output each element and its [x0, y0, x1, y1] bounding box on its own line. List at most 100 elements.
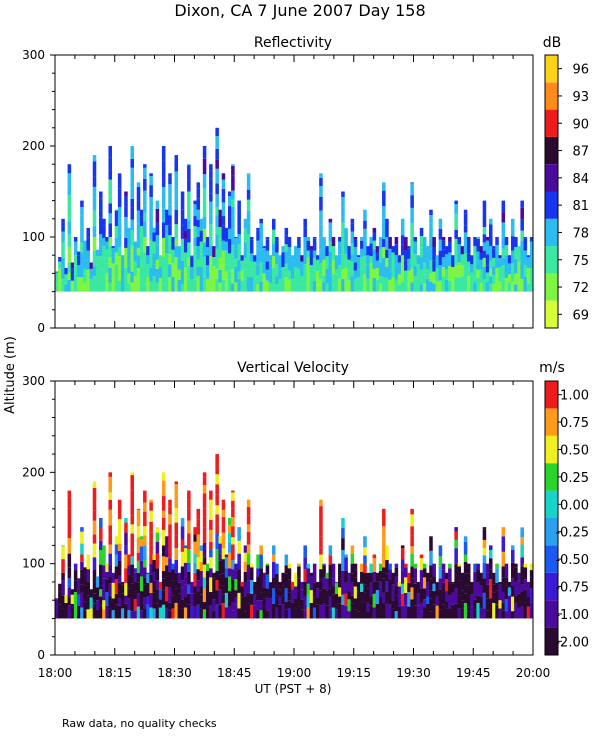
echo-cell — [510, 578, 515, 586]
echo-cell — [520, 278, 524, 292]
echo-cell — [482, 608, 487, 619]
echo-cell — [187, 180, 191, 192]
echo-cell — [221, 216, 226, 226]
echo-cell — [488, 218, 493, 225]
echo-cell — [297, 237, 301, 248]
echo-cell — [209, 490, 213, 500]
echo-cell — [92, 569, 97, 582]
echo-cell — [278, 596, 282, 605]
echo-cell — [388, 604, 392, 619]
echo-cell — [369, 582, 374, 597]
echo-cell — [237, 608, 241, 619]
echo-cell — [391, 584, 396, 601]
echo-cell — [183, 576, 188, 585]
echo-cell — [432, 237, 436, 248]
echo-cell — [202, 150, 207, 159]
echo-cell — [463, 561, 468, 574]
echo-cell — [454, 214, 458, 230]
echo-cell — [419, 269, 424, 285]
echo-cell — [165, 225, 169, 238]
echo-cell — [341, 207, 345, 223]
echo-cell — [463, 554, 468, 562]
echo-cell — [378, 596, 383, 608]
echo-cell — [105, 563, 109, 572]
echo-cell — [438, 545, 443, 557]
echo-cell — [155, 596, 160, 604]
echo-cell — [287, 279, 292, 292]
echo-cell — [168, 277, 172, 292]
echo-cell — [448, 568, 452, 582]
echo-cell — [426, 603, 430, 619]
echo-cell — [215, 206, 219, 216]
echo-cell — [187, 257, 191, 267]
echo-cell — [347, 576, 351, 592]
echo-cell — [124, 247, 128, 258]
echo-cell — [249, 269, 254, 278]
echo-cell — [77, 605, 81, 619]
echo-cell — [322, 565, 326, 578]
echo-cell — [394, 567, 399, 577]
echo-cell — [309, 277, 314, 292]
echo-cell — [243, 611, 248, 619]
echo-cell — [297, 284, 301, 292]
echo-cell — [334, 609, 339, 619]
echo-cell — [360, 583, 364, 592]
echo-cell — [114, 209, 119, 211]
echo-cell — [246, 564, 251, 581]
echo-cell — [463, 585, 468, 594]
echo-cell — [485, 272, 490, 283]
echo-cell — [121, 608, 125, 619]
echo-cell — [246, 173, 251, 175]
echo-cell — [479, 596, 484, 609]
echo-cell — [410, 183, 414, 196]
echo-cell — [457, 262, 462, 278]
echo-cell — [520, 263, 524, 279]
echo-cell — [510, 227, 515, 237]
echo-cell — [410, 182, 414, 184]
echo-cell — [95, 609, 100, 619]
echo-cell — [155, 532, 160, 542]
echo-cell — [190, 581, 194, 594]
echo-cell — [438, 556, 443, 567]
echo-cell — [199, 267, 204, 282]
echo-cell — [501, 200, 506, 213]
echo-cell — [224, 592, 229, 608]
echo-cell — [262, 273, 267, 281]
echo-cell — [331, 578, 336, 587]
echo-cell — [520, 557, 524, 567]
colorbar-label: -0.25 — [555, 526, 589, 541]
echo-cell — [287, 608, 292, 619]
echo-cell — [429, 281, 433, 292]
echo-cell — [350, 261, 355, 277]
echo-cell — [341, 247, 345, 258]
echo-cell — [297, 578, 301, 592]
echo-cell — [149, 281, 153, 292]
echo-cell — [190, 593, 194, 607]
echo-cell — [180, 587, 185, 600]
echo-cell — [312, 570, 317, 583]
echo-cell — [99, 191, 103, 199]
echo-cell — [344, 582, 348, 594]
echo-cell — [309, 602, 314, 619]
echo-cell — [95, 587, 100, 601]
echo-cell — [133, 581, 138, 592]
echo-cell — [117, 280, 122, 292]
echo-cell — [341, 222, 345, 236]
echo-cell — [193, 562, 197, 573]
echo-cell — [382, 206, 386, 218]
echo-cell — [287, 579, 292, 593]
echo-cell — [70, 280, 75, 292]
echo-cell — [215, 590, 219, 605]
echo-cell — [143, 502, 147, 512]
echo-cell — [130, 282, 135, 292]
echo-cell — [243, 545, 248, 553]
echo-cell — [67, 164, 72, 174]
echo-cell — [287, 600, 292, 609]
echo-cell — [64, 602, 68, 619]
echo-cell — [457, 251, 462, 263]
echo-cell — [504, 563, 509, 578]
echo-cell — [360, 248, 364, 258]
echo-cell — [482, 257, 487, 268]
echo-cell — [319, 237, 323, 250]
echo-cell — [275, 563, 279, 574]
